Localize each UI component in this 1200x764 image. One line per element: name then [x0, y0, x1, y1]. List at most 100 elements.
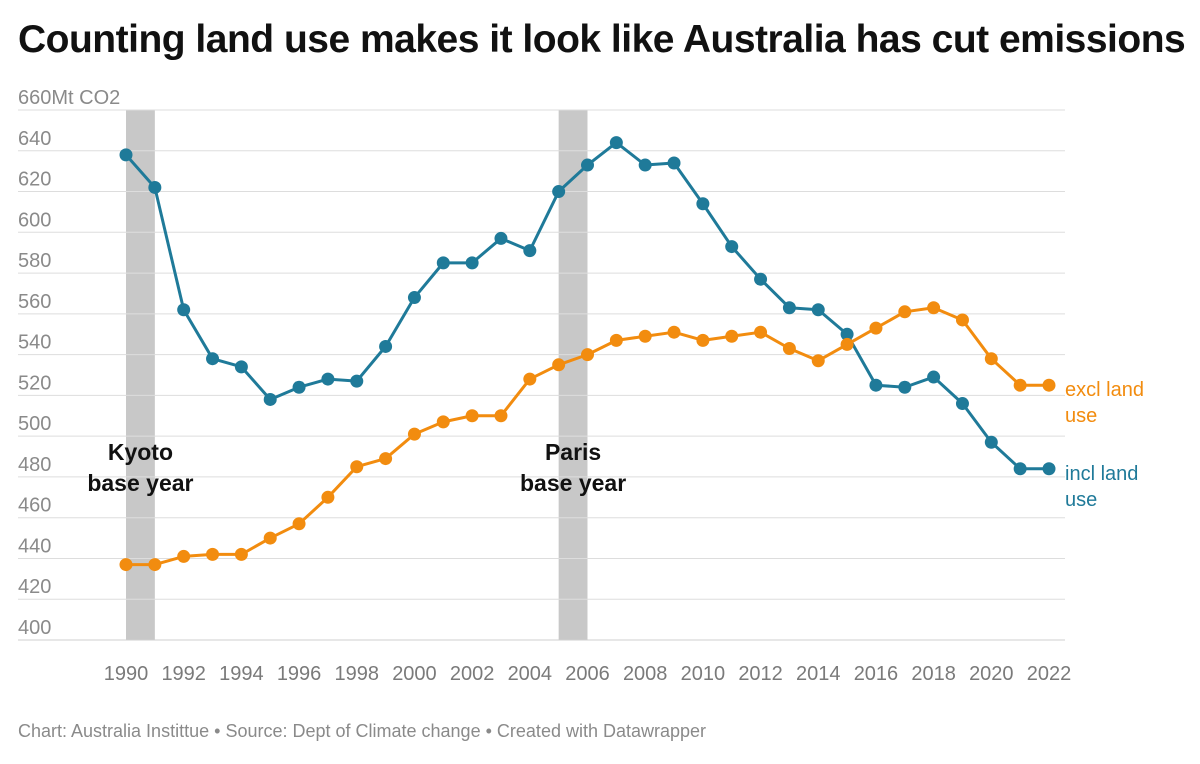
data-point	[206, 352, 220, 366]
series-points	[119, 136, 1056, 572]
x-tick-label: 2010	[681, 663, 726, 685]
annotation-line2: base year	[87, 470, 193, 496]
data-point	[1013, 462, 1027, 476]
data-point	[696, 333, 710, 347]
series-labels: excl land use incl land use	[1065, 379, 1144, 511]
data-point	[436, 256, 450, 270]
series-label-line2: use	[1065, 489, 1097, 511]
data-point	[292, 517, 306, 531]
y-tick-label: 500	[18, 413, 51, 435]
chart-title: Counting land use makes it look like Aus…	[18, 18, 1186, 61]
data-point	[782, 342, 796, 355]
x-tick-label: 1996	[277, 663, 322, 685]
data-point	[638, 158, 652, 172]
gridlines	[18, 109, 1065, 641]
series-label-line2: use	[1065, 405, 1097, 427]
data-point	[667, 325, 681, 339]
x-tick-label: 2004	[508, 663, 553, 685]
data-point	[465, 256, 479, 270]
base-year-band	[126, 110, 155, 640]
chart-footer: Chart: Australia Instittue • Source: Dep…	[18, 721, 706, 742]
x-tick-label: 2018	[911, 663, 956, 685]
data-point	[696, 197, 710, 211]
data-point	[927, 301, 941, 315]
data-point	[840, 327, 854, 341]
data-point	[581, 348, 594, 362]
data-point	[811, 303, 825, 317]
data-point	[148, 180, 162, 194]
y-tick-label: 520	[18, 372, 51, 394]
data-point	[840, 337, 854, 351]
y-tick-label: 580	[18, 250, 51, 272]
source-text: Source: Dept of Climate change	[225, 721, 481, 741]
data-point	[263, 392, 277, 406]
data-point	[869, 378, 883, 392]
data-point	[465, 409, 479, 423]
data-point	[119, 148, 133, 162]
x-tick-label: 2022	[1027, 663, 1072, 685]
data-point	[984, 435, 998, 449]
data-point	[407, 427, 421, 441]
data-point	[350, 374, 364, 388]
y-tick-label: 620	[18, 169, 51, 191]
data-point	[263, 531, 277, 545]
data-point	[581, 158, 594, 172]
data-point	[955, 397, 969, 411]
data-point	[494, 409, 508, 423]
x-tick-label: 1990	[104, 663, 149, 685]
x-tick-label: 2002	[450, 663, 495, 685]
data-point	[494, 231, 508, 245]
x-tick-label: 1998	[335, 663, 380, 685]
data-point	[869, 321, 883, 335]
footer-separator: •	[214, 721, 221, 741]
data-point	[234, 547, 248, 561]
x-tick-label: 2008	[623, 663, 668, 685]
series-label-line1: excl land	[1065, 379, 1144, 401]
footer-separator: •	[485, 721, 492, 741]
x-tick-label: 2006	[565, 663, 610, 685]
y-tick-label: 420	[18, 576, 51, 598]
y-tick-label: 480	[18, 454, 51, 476]
y-tick-label: 460	[18, 495, 51, 517]
data-point	[119, 558, 133, 572]
data-point	[754, 325, 768, 339]
credit-text: Chart: Australia Instittue	[18, 721, 210, 741]
data-point	[609, 333, 623, 347]
series-label-line1: incl land	[1065, 463, 1138, 485]
data-point	[725, 329, 739, 343]
tool-credit-text: Created with Datawrapper	[496, 721, 707, 741]
data-point	[782, 301, 796, 315]
data-point	[436, 415, 450, 429]
data-point	[523, 244, 537, 258]
y-tick-label: 560	[18, 291, 51, 313]
data-point	[927, 370, 941, 384]
data-point	[754, 272, 768, 286]
data-point	[898, 305, 912, 319]
x-tick-label: 2016	[854, 663, 899, 685]
data-point	[1013, 378, 1027, 392]
annotation-line1: Kyoto	[108, 439, 173, 465]
y-tick-label: 400	[18, 617, 51, 639]
y-tick-label: 440	[18, 535, 51, 557]
data-point	[379, 452, 393, 466]
data-point	[177, 549, 191, 563]
x-tick-label: 2020	[969, 663, 1014, 685]
y-tick-label: 660Mt CO2	[18, 87, 120, 109]
base-year-annotations: Kyoto base year Paris base year	[87, 439, 626, 496]
data-point	[725, 240, 739, 254]
data-point	[321, 372, 335, 386]
data-point	[350, 460, 364, 474]
y-axis-ticks: 660Mt CO2 640 620 600 580 560 540 520 500 480 460 4…	[18, 87, 120, 639]
data-point	[955, 313, 969, 327]
y-tick-label: 640	[18, 128, 51, 150]
data-point	[407, 291, 421, 305]
data-point	[148, 558, 162, 572]
data-point	[638, 329, 652, 343]
data-point	[1042, 378, 1056, 392]
data-point	[379, 339, 393, 353]
data-point	[234, 360, 248, 374]
x-tick-label: 2012	[738, 663, 783, 685]
base-year-bands	[126, 110, 588, 640]
x-axis-ticks: 1990 1992 1994 1996 1998 2000 2002 2004 2006 2008…	[104, 663, 1072, 685]
